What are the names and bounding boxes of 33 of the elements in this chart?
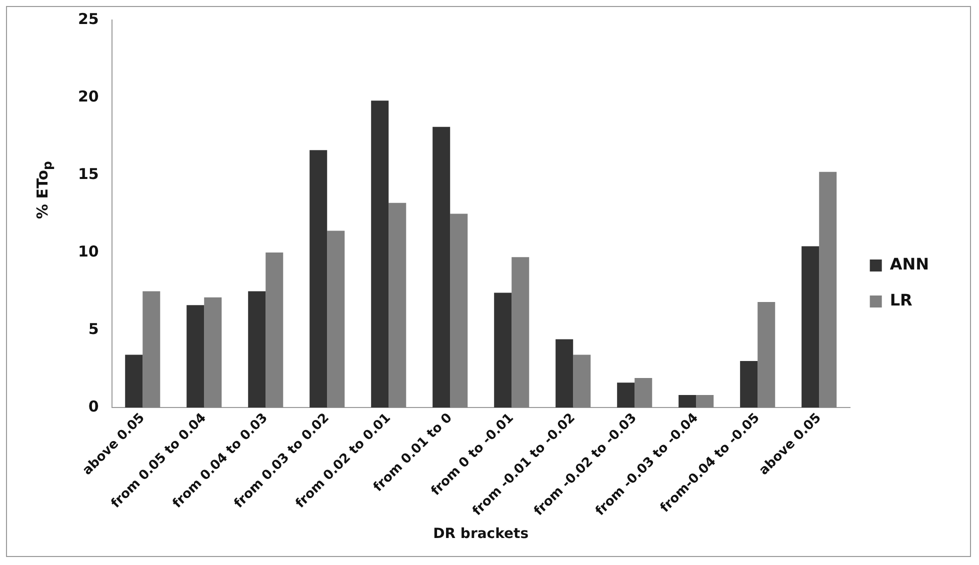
- bar: [450, 214, 468, 408]
- bar: [819, 172, 837, 408]
- bar: [573, 354, 591, 408]
- bar: [802, 246, 820, 408]
- y-tick-label: 15: [78, 164, 99, 183]
- bar: [432, 126, 450, 408]
- y-tick-label: 20: [78, 87, 99, 106]
- legend-label: LR: [890, 290, 912, 310]
- bar: [310, 150, 328, 408]
- bar: [617, 382, 635, 408]
- bar: [696, 395, 714, 408]
- bar: [678, 395, 696, 408]
- bar: [556, 339, 574, 408]
- bar: [740, 360, 758, 408]
- bar: [634, 378, 652, 408]
- bar: [512, 257, 530, 408]
- legend-label: ANN: [890, 254, 930, 274]
- bar: [186, 305, 204, 408]
- bar: [388, 202, 406, 408]
- y-tick-label: 5: [88, 320, 99, 338]
- y-tick-label: 0: [88, 397, 99, 416]
- y-tick-label: 10: [78, 242, 99, 260]
- x-axis-title: DR brackets: [433, 526, 529, 542]
- bar: [204, 297, 222, 408]
- y-tick-label: 25: [78, 10, 99, 28]
- bar: [266, 252, 284, 408]
- bar: [142, 291, 160, 408]
- bar: [494, 292, 512, 408]
- bar: [327, 230, 345, 408]
- bar: [125, 354, 143, 408]
- bar: [248, 291, 266, 408]
- bar: [371, 100, 389, 408]
- bar: [758, 302, 776, 408]
